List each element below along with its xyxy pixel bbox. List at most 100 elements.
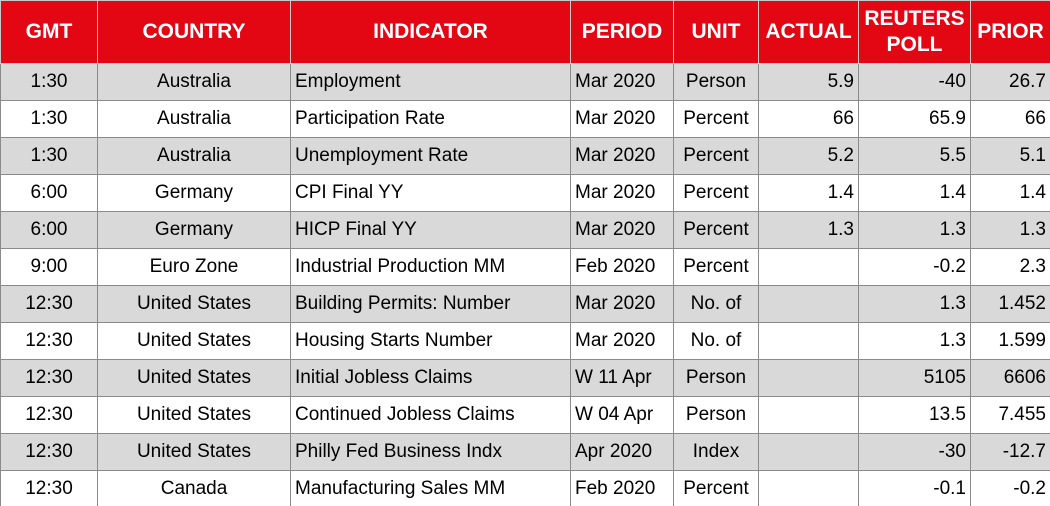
- table-cell: HICP Final YY: [290, 211, 571, 249]
- table-cell: 1:30: [0, 137, 98, 175]
- table-cell: 65.9: [858, 100, 971, 138]
- table-row: 12:30 Canada Manufacturing Sales MM Feb 202…: [0, 470, 1050, 506]
- table-cell: 12:30: [0, 285, 98, 323]
- table-cell: United States: [97, 322, 291, 360]
- table-cell: 5.5: [858, 137, 971, 175]
- table-cell: Australia: [97, 100, 291, 138]
- table-cell: Germany: [97, 211, 291, 249]
- table-cell: [758, 433, 859, 471]
- table-cell: Person: [673, 359, 759, 397]
- table-cell: Feb 2020: [570, 470, 674, 506]
- table-cell: Manufacturing Sales MM: [290, 470, 571, 506]
- table-row: 12:30 United States Housing Starts Number M…: [0, 322, 1050, 360]
- table-cell: [758, 470, 859, 506]
- table-cell: 12:30: [0, 433, 98, 471]
- table-cell: United States: [97, 396, 291, 434]
- column-header: COUNTRY: [97, 0, 291, 64]
- table-cell: Mar 2020: [570, 285, 674, 323]
- table-cell: Percent: [673, 470, 759, 506]
- table-cell: Mar 2020: [570, 100, 674, 138]
- table-cell: 1.3: [970, 211, 1050, 249]
- table-cell: United States: [97, 433, 291, 471]
- table-body: 1:30 Australia Employment Mar 2020 Person 5.9…: [0, 63, 1050, 506]
- table-cell: Initial Jobless Claims: [290, 359, 571, 397]
- table-cell: 7.455: [970, 396, 1050, 434]
- table-cell: -30: [858, 433, 971, 471]
- table-cell: 9:00: [0, 248, 98, 286]
- table-cell: Mar 2020: [570, 211, 674, 249]
- table-cell: 1:30: [0, 63, 98, 101]
- column-header: INDICATOR: [290, 0, 571, 64]
- table-cell: No. of: [673, 285, 759, 323]
- table-cell: [758, 285, 859, 323]
- table-cell: 26.7: [970, 63, 1050, 101]
- table-cell: Percent: [673, 174, 759, 212]
- table-cell: Percent: [673, 211, 759, 249]
- table-row: 12:30 United States Building Permits: Numb…: [0, 285, 1050, 323]
- table-cell: CPI Final YY: [290, 174, 571, 212]
- table-cell: Australia: [97, 63, 291, 101]
- table-cell: Philly Fed Business Indx: [290, 433, 571, 471]
- table-cell: 1.599: [970, 322, 1050, 360]
- table-cell: -40: [858, 63, 971, 101]
- table-cell: 1.4: [858, 174, 971, 212]
- table-cell: Canada: [97, 470, 291, 506]
- table-cell: Mar 2020: [570, 63, 674, 101]
- table-cell: [758, 359, 859, 397]
- table-cell: Mar 2020: [570, 322, 674, 360]
- table-cell: -12.7: [970, 433, 1050, 471]
- table-row: 1:30 Australia Participation Rate Mar 2020 P…: [0, 100, 1050, 138]
- table-row: 6:00 Germany HICP Final YY Mar 2020 Percent 1…: [0, 211, 1050, 249]
- table-cell: Continued Jobless Claims: [290, 396, 571, 434]
- table-cell: W 04 Apr: [570, 396, 674, 434]
- table-cell: 1.3: [858, 322, 971, 360]
- table-row: 1:30 Australia Unemployment Rate Mar 2020 Pe…: [0, 137, 1050, 175]
- table-cell: Person: [673, 63, 759, 101]
- table-cell: Australia: [97, 137, 291, 175]
- table-cell: Participation Rate: [290, 100, 571, 138]
- table-cell: 1.3: [758, 211, 859, 249]
- table-cell: Index: [673, 433, 759, 471]
- table-cell: 5105: [858, 359, 971, 397]
- table-cell: 66: [758, 100, 859, 138]
- table-cell: Person: [673, 396, 759, 434]
- table-cell: -0.2: [970, 470, 1050, 506]
- table-cell: 2.3: [970, 248, 1050, 286]
- table-cell: Germany: [97, 174, 291, 212]
- table-cell: Unemployment Rate: [290, 137, 571, 175]
- column-header: GMT: [0, 0, 98, 64]
- table-cell: [758, 396, 859, 434]
- table-row: 6:00 Germany CPI Final YY Mar 2020 Percent 1.…: [0, 174, 1050, 212]
- table-cell: Percent: [673, 137, 759, 175]
- column-header: ACTUAL: [758, 0, 859, 64]
- header-row: GMT COUNTRY INDICATOR PERIOD UNIT ACTUAL REUTE…: [0, 0, 1050, 64]
- table-cell: -0.2: [858, 248, 971, 286]
- table-cell: 1.3: [858, 211, 971, 249]
- table-cell: Feb 2020: [570, 248, 674, 286]
- table-cell: Industrial Production MM: [290, 248, 571, 286]
- table-cell: -0.1: [858, 470, 971, 506]
- table-row: 12:30 United States Initial Jobless Claims…: [0, 359, 1050, 397]
- table-cell: 1.4: [970, 174, 1050, 212]
- column-header: UNIT: [673, 0, 759, 64]
- table-cell: 1.4: [758, 174, 859, 212]
- table-cell: 5.9: [758, 63, 859, 101]
- table-cell: 6:00: [0, 174, 98, 212]
- table-cell: Percent: [673, 100, 759, 138]
- table-cell: 6606: [970, 359, 1050, 397]
- table-cell: Euro Zone: [97, 248, 291, 286]
- column-header: PERIOD: [570, 0, 674, 64]
- table-cell: 1.3: [858, 285, 971, 323]
- table-cell: 12:30: [0, 322, 98, 360]
- table-cell: Housing Starts Number: [290, 322, 571, 360]
- table-cell: 5.2: [758, 137, 859, 175]
- table-cell: 66: [970, 100, 1050, 138]
- table-row: 9:00 Euro Zone Industrial Production MM Feb…: [0, 248, 1050, 286]
- table-cell: 12:30: [0, 470, 98, 506]
- table-cell: 5.1: [970, 137, 1050, 175]
- table-cell: 12:30: [0, 396, 98, 434]
- column-header: PRIOR: [970, 0, 1050, 64]
- table-cell: [758, 248, 859, 286]
